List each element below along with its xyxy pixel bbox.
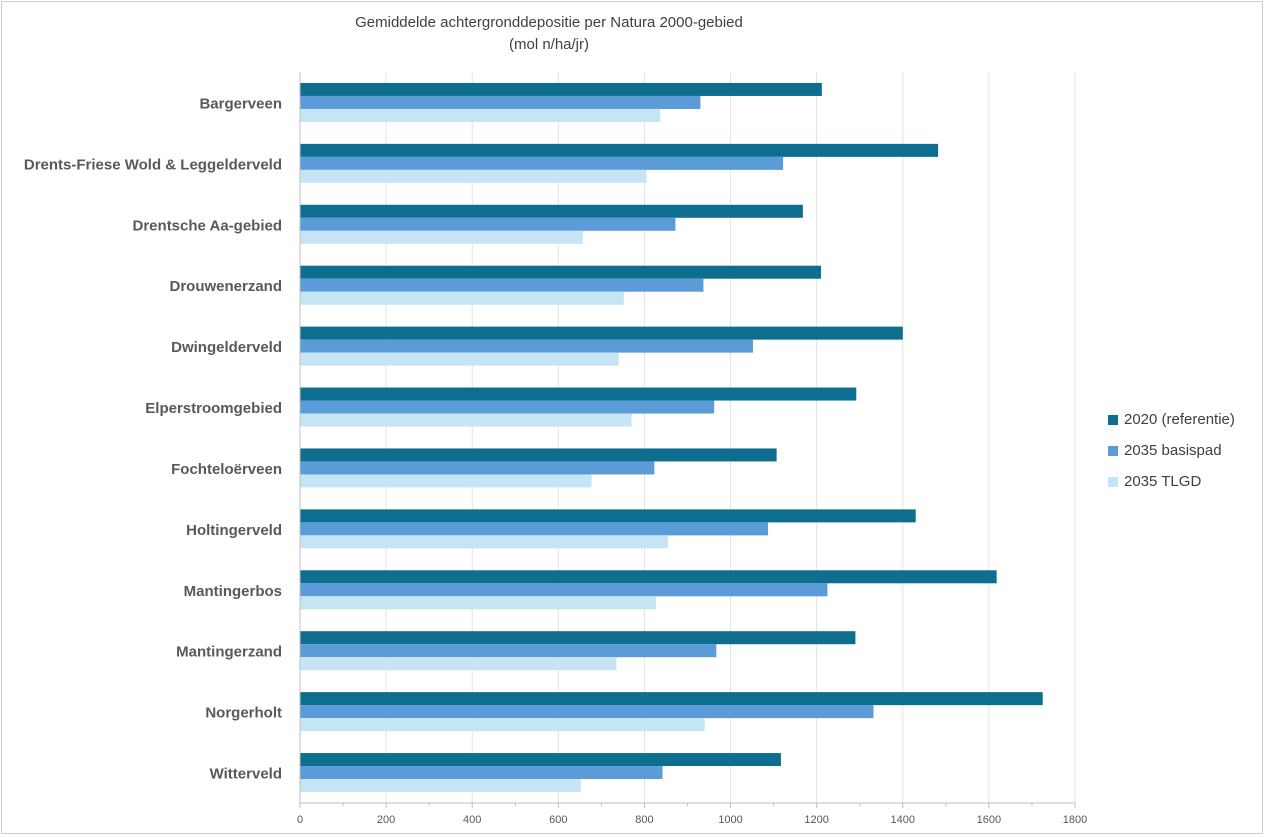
bar	[300, 753, 781, 767]
bar	[300, 705, 874, 719]
bar	[300, 169, 647, 183]
bar	[300, 156, 784, 170]
legend: 2020 (referentie) 2035 basispad 2035 TLGD	[1108, 404, 1235, 497]
bar	[300, 352, 619, 366]
bar	[300, 522, 769, 536]
x-tick-label: 0	[297, 814, 303, 826]
x-tick-label: 1800	[1063, 814, 1087, 826]
bar	[300, 82, 822, 96]
legend-swatch	[1108, 445, 1118, 456]
x-tick-label: 1000	[718, 814, 742, 826]
chart-title: Gemiddelde achtergronddepositie per Natu…	[0, 12, 1098, 56]
category-label: Mantingerzand	[176, 644, 282, 661]
category-label: Drouwenerzand	[169, 278, 282, 295]
bar	[300, 509, 916, 523]
legend-item: 2035 basispad	[1108, 435, 1235, 466]
gridlines	[385, 72, 1076, 803]
bar	[300, 535, 669, 549]
bar	[300, 631, 856, 645]
legend-swatch	[1108, 476, 1118, 487]
category-label: Bargerveen	[199, 95, 282, 112]
bar	[300, 339, 753, 353]
x-tick-label: 600	[549, 814, 567, 826]
chart-subtitle: (mol n/ha/jr)	[508, 36, 590, 53]
bar	[300, 326, 903, 340]
x-tick-label: 800	[635, 814, 653, 826]
bars	[300, 82, 1043, 793]
legend-label: 2035 TLGD	[1124, 473, 1202, 490]
category-label: Fochteloërveen	[171, 461, 282, 478]
bar	[300, 766, 663, 780]
x-tick-label: 1400	[891, 814, 915, 826]
bar	[300, 718, 705, 732]
category-label: Dwingelderveld	[171, 339, 282, 356]
bar	[300, 400, 715, 414]
bar	[300, 644, 717, 658]
x-tick-label: 400	[463, 814, 481, 826]
bar	[300, 217, 676, 231]
bar	[300, 596, 657, 610]
x-tick-label: 1200	[804, 814, 828, 826]
legend-item: 2035 TLGD	[1108, 466, 1235, 497]
bar	[300, 387, 857, 401]
category-label: Drents-Friese Wold & Leggelderveld	[24, 156, 282, 173]
bar	[300, 779, 581, 793]
bar	[300, 474, 592, 488]
bar	[300, 265, 821, 279]
bar	[300, 143, 939, 157]
bar	[300, 448, 777, 462]
category-label: Witterveld	[210, 766, 282, 783]
bar	[300, 95, 701, 109]
legend-label: 2035 basispad	[1124, 442, 1222, 459]
bar	[300, 657, 617, 671]
bar	[300, 108, 661, 122]
bar	[300, 230, 583, 244]
bar	[300, 461, 655, 475]
legend-item: 2020 (referentie)	[1108, 404, 1235, 435]
category-label: Norgerholt	[205, 705, 282, 722]
x-tick-label: 1600	[977, 814, 1001, 826]
chart-title-line: Gemiddelde achtergronddepositie per Natu…	[355, 14, 743, 31]
bar	[300, 583, 828, 597]
category-label: Drentsche Aa-gebied	[133, 217, 282, 234]
bar	[300, 692, 1043, 706]
x-tick-label: 200	[377, 814, 395, 826]
bar	[300, 291, 624, 305]
bar	[300, 204, 803, 218]
bar	[300, 278, 704, 292]
legend-swatch	[1108, 414, 1118, 425]
bar	[300, 570, 997, 584]
axes: 0 200 400 600 800 1000 1200 1400 1600 1800 Bargerv…	[24, 72, 1087, 826]
category-label: Elperstroomgebied	[145, 400, 282, 417]
bar	[300, 413, 632, 427]
category-label: Holtingerveld	[186, 522, 282, 539]
category-label: Mantingerbos	[184, 583, 282, 600]
legend-label: 2020 (referentie)	[1124, 411, 1235, 428]
